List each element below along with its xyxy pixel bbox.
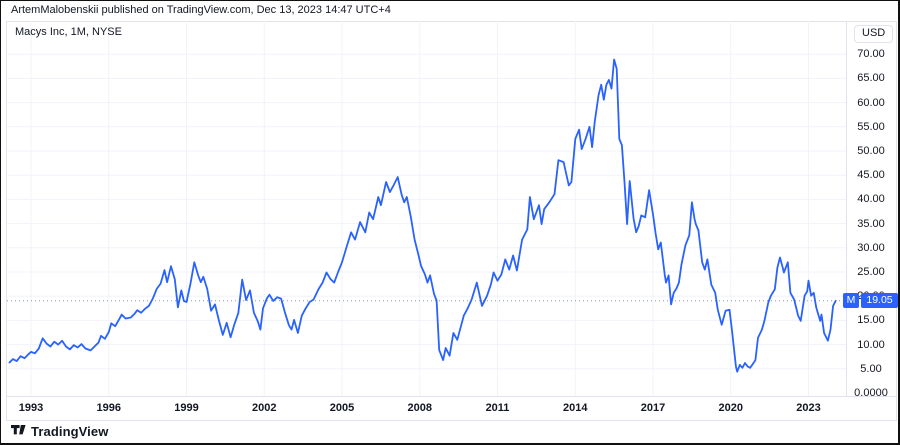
currency-toggle-button[interactable]: USD: [854, 25, 894, 43]
time-axis-label: 2017: [640, 402, 666, 414]
time-axis-separator: [6, 396, 897, 397]
price-axis-label: 10.00: [857, 338, 885, 351]
time-axis-label: 2002: [252, 402, 277, 414]
price-axis-label: 35.00: [857, 217, 885, 230]
price-axis-label: 45.00: [857, 169, 885, 182]
tradingview-logo[interactable]: TradingView: [11, 424, 108, 439]
time-axis-label: 2014: [563, 402, 588, 414]
last-price-badge-symbol: M: [843, 293, 859, 309]
tradingview-logo-text: TradingView: [31, 424, 109, 439]
time-axis-label: 2005: [329, 402, 355, 414]
time-axis-label: 2020: [718, 402, 744, 414]
price-axis-label: 65.00: [857, 72, 885, 85]
chart-plot-area[interactable]: [7, 21, 846, 396]
time-axis-label: 1996: [96, 402, 122, 414]
last-price-badge: 19.05: [861, 293, 898, 309]
price-axis-label: 25.00: [857, 266, 885, 278]
price-axis-label: 60.00: [857, 96, 885, 109]
price-axis-separator: [846, 22, 847, 396]
price-axis-label: 40.00: [857, 193, 885, 206]
time-axis-label: 2023: [796, 402, 821, 414]
time-axis-label: 1999: [174, 402, 199, 414]
price-axis-label: 15.00: [857, 314, 885, 327]
price-axis-label: 5.00: [860, 362, 882, 375]
time-axis-label: 2008: [407, 402, 433, 414]
attribution-text: ArtemMalobenskii published on TradingVie…: [11, 4, 391, 16]
price-axis-label: 50.00: [857, 145, 885, 157]
price-axis-label: 70.00: [857, 48, 885, 61]
price-axis-label: 55.00: [857, 120, 885, 133]
price-axis-label: 30.00: [857, 241, 885, 254]
time-axis-label: 1993: [18, 402, 44, 414]
tradingview-logo-icon: [11, 425, 26, 435]
price-axis-label: 0.0000: [854, 387, 888, 399]
symbol-title: Macys Inc, 1M, NYSE: [15, 26, 122, 38]
time-axis-label: 2011: [485, 402, 510, 414]
